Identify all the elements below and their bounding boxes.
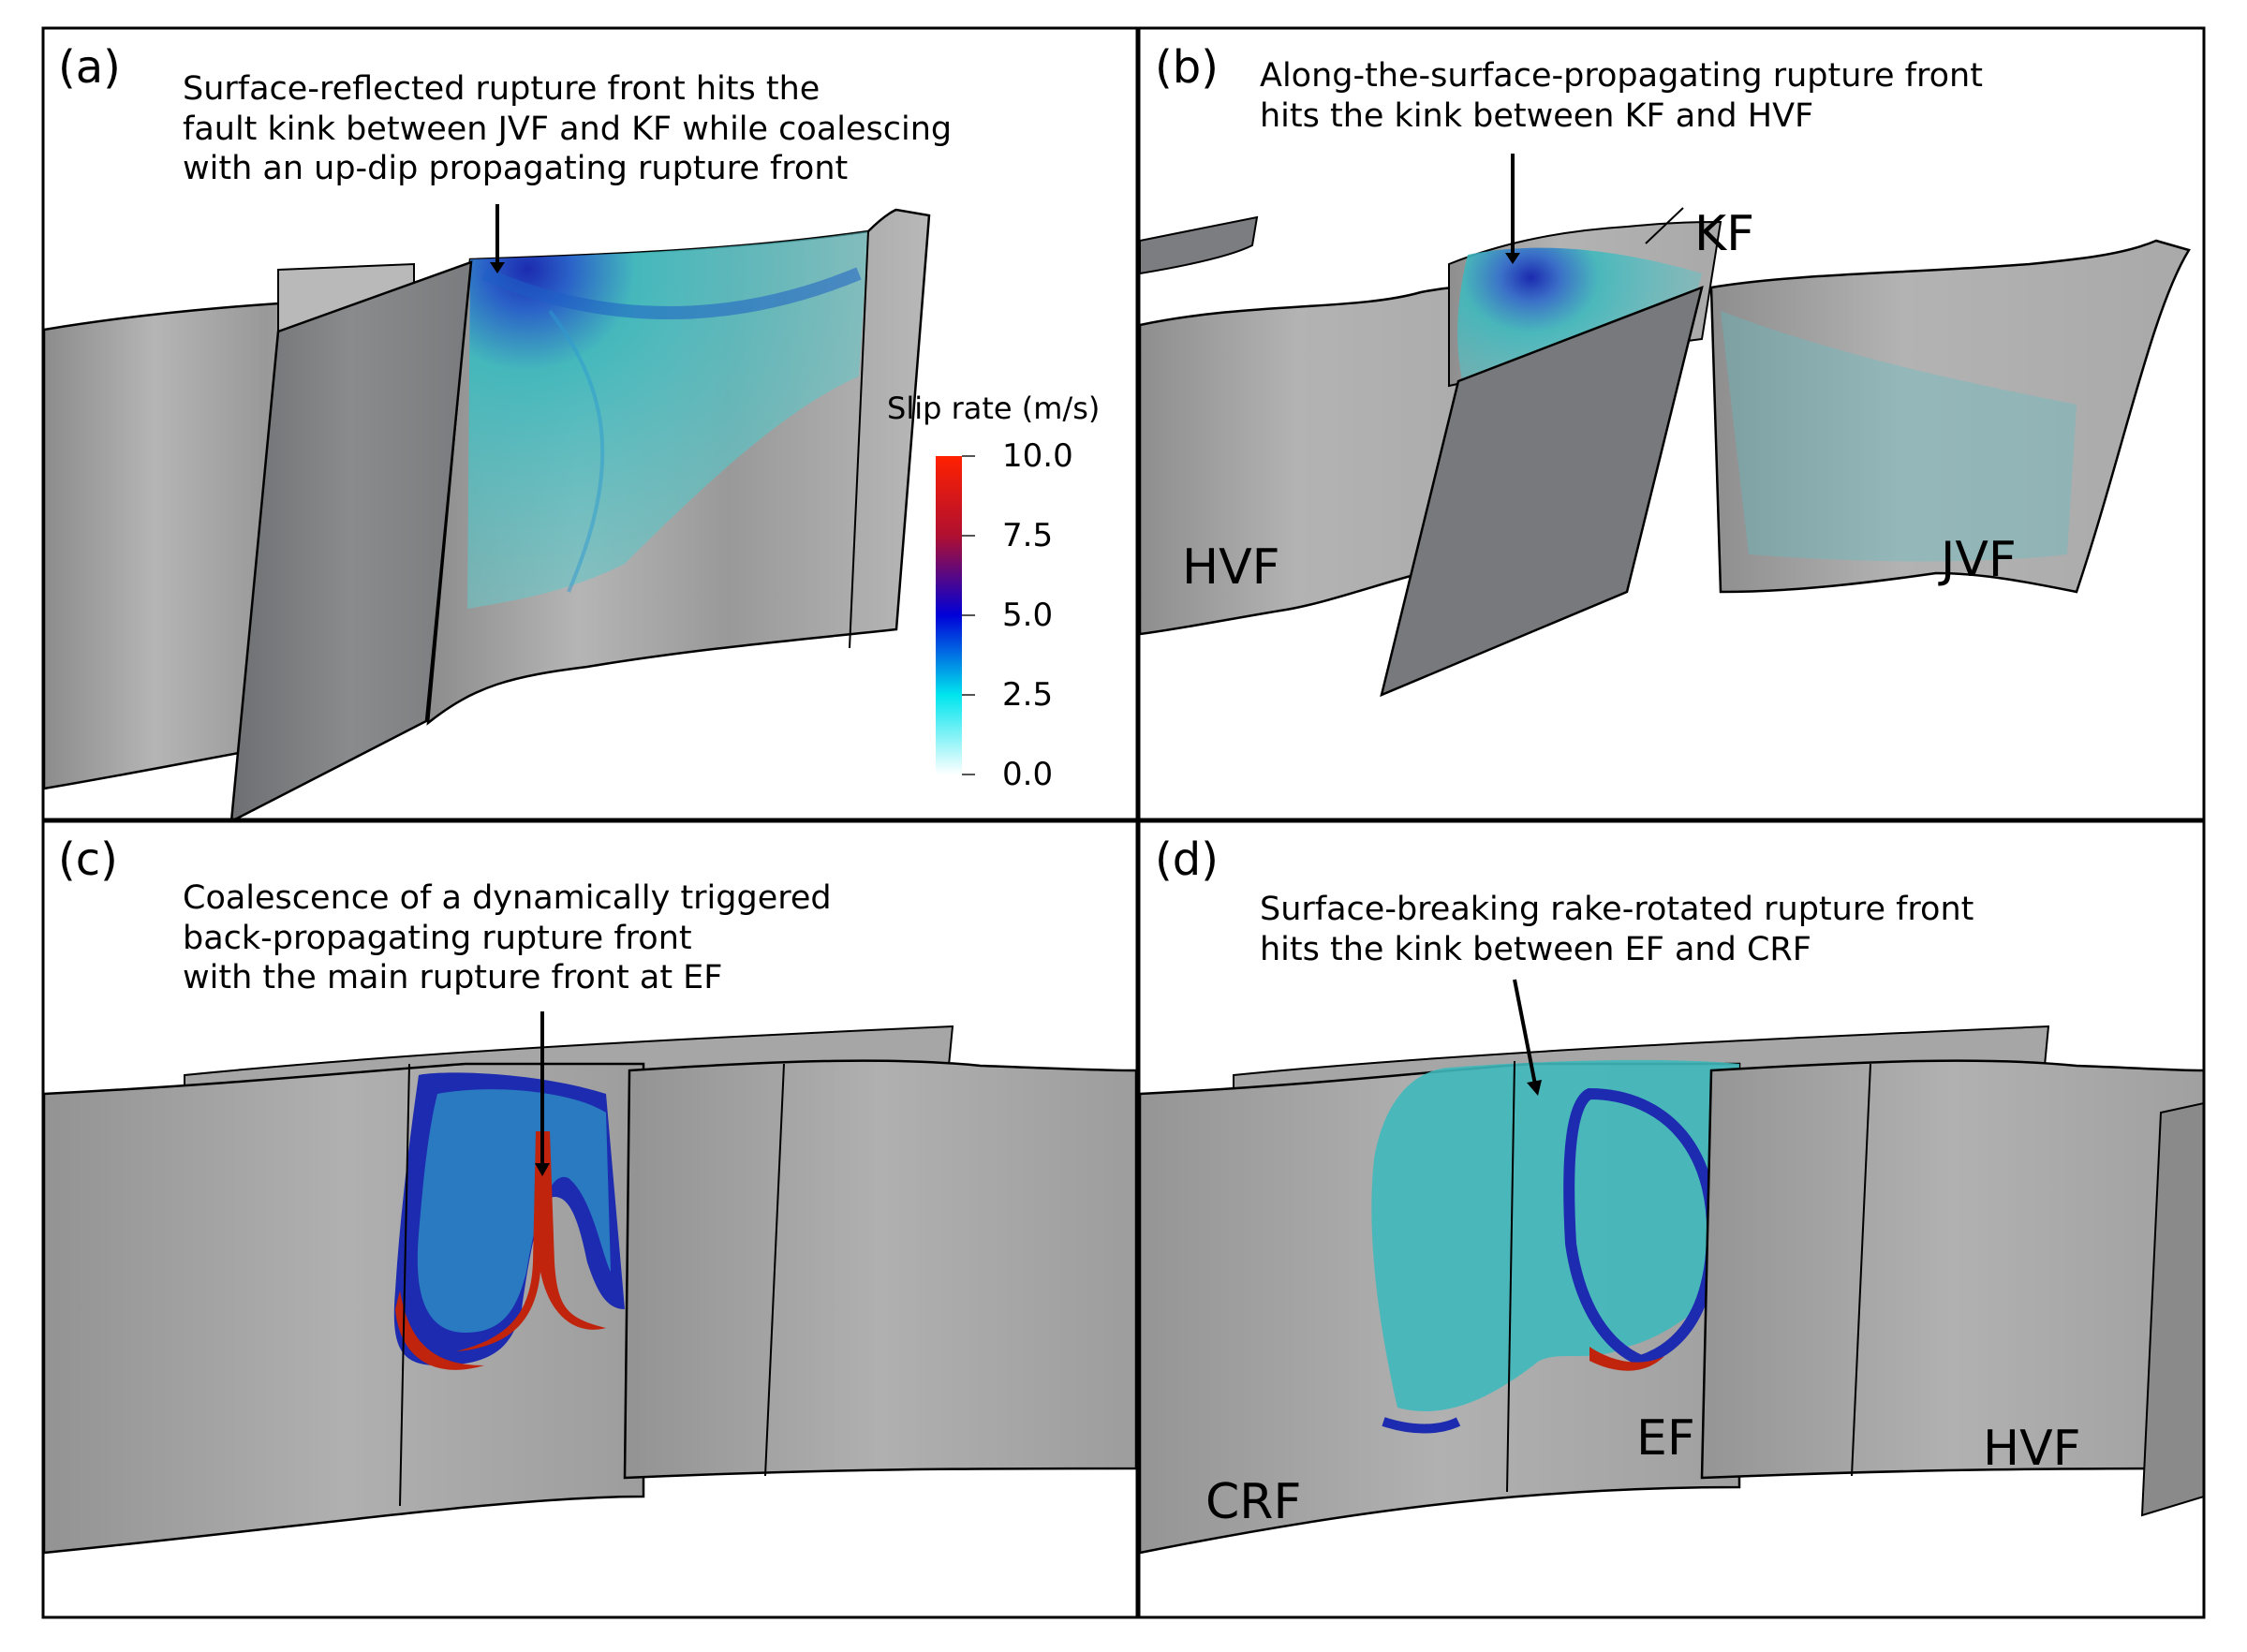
annotation-arrow (535, 1011, 550, 1176)
colorbar-tick-label: 10.0 (1002, 437, 1073, 475)
fault-label: JVF (1941, 532, 2017, 588)
annotation-arrow (1505, 154, 1684, 264)
colorbar (936, 456, 962, 774)
panel-a: (a) Surface-reflected rupture front hits… (44, 30, 1136, 819)
panel-d: (d) Surface-breaking rake-rotated ruptur… (1140, 822, 2204, 1616)
colorbar-title: Slip rate (m/s) (887, 391, 1101, 426)
colorbar-tick-label: 0.0 (1002, 756, 1054, 793)
colorbar-tickmarks (962, 455, 975, 775)
colorbar-tick-label: 7.5 (1002, 517, 1054, 554)
fault-label: KF (1694, 206, 1755, 262)
fault-label: CRF (1205, 1474, 1302, 1530)
fault-label: HVF (1983, 1421, 2081, 1477)
panel-c: (c) Coalescence of a dynamically trigger… (44, 822, 1136, 1616)
colorbar-tick-label: 2.5 (1002, 676, 1054, 714)
colorbar-tick-label: 5.0 (1002, 597, 1054, 634)
fault-label: EF (1636, 1410, 1695, 1467)
fault-label: HVF (1182, 539, 1280, 596)
panel-b: (b) Along-the-surface-propagating ruptur… (1140, 30, 2204, 819)
